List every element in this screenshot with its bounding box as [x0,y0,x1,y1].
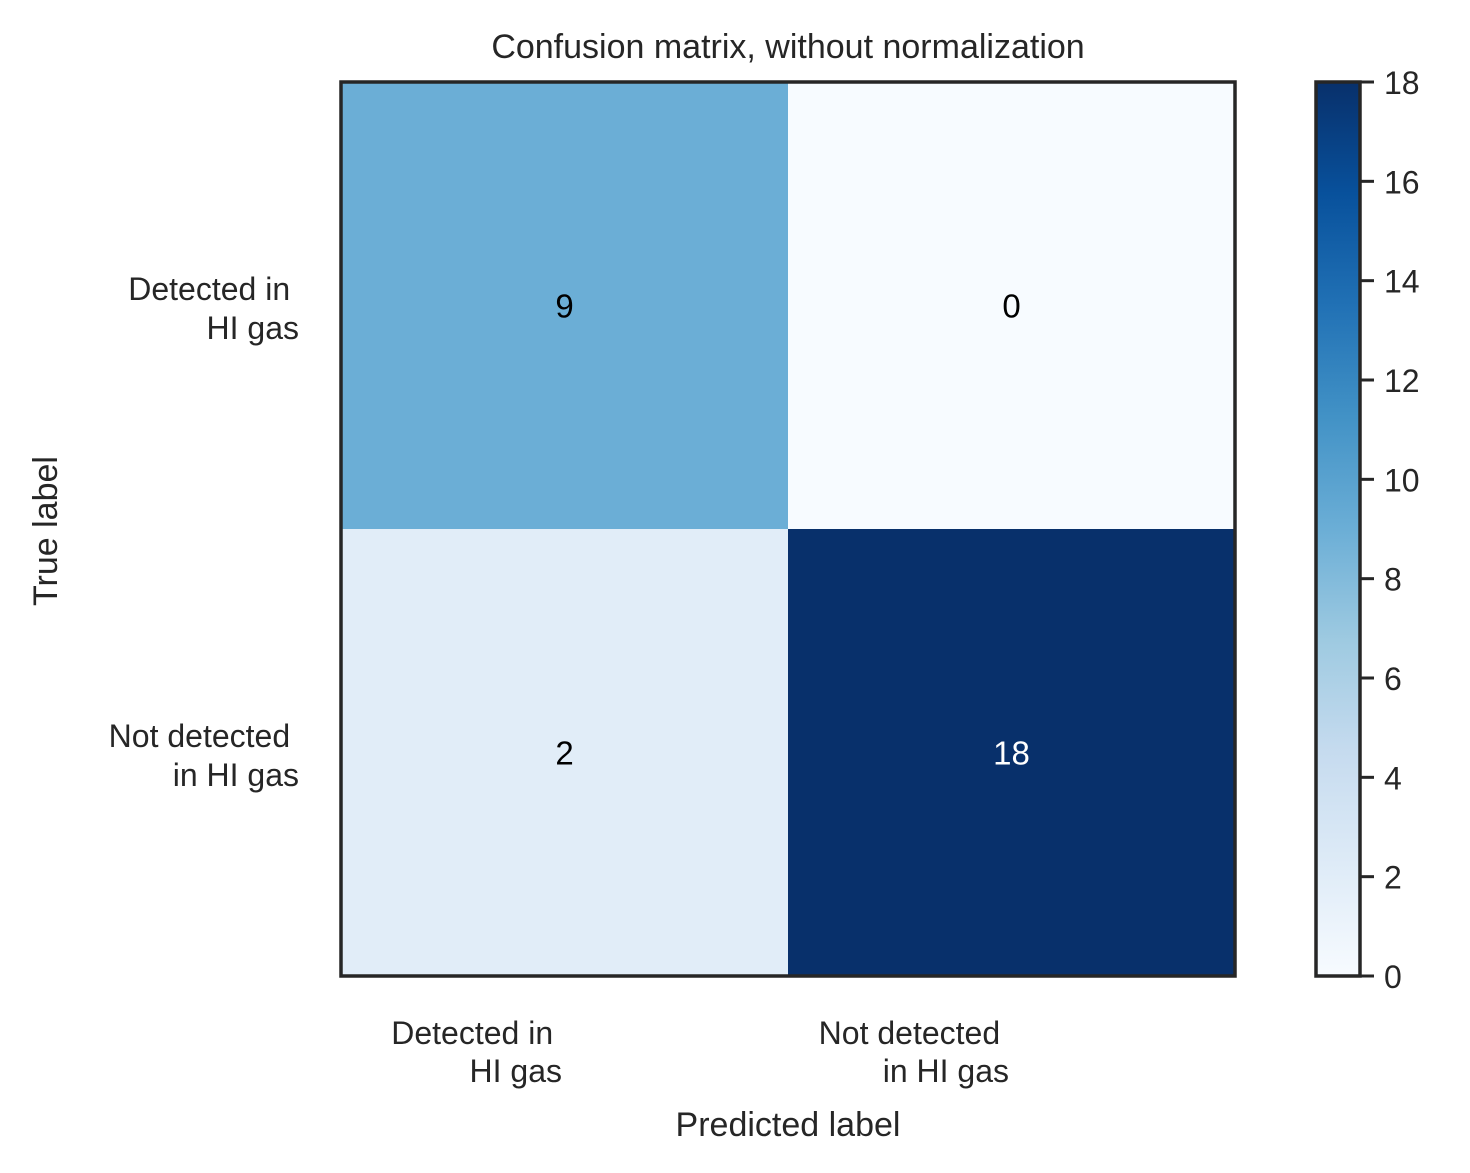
heatmap-cells [341,82,1236,977]
x-axis-label: Predicted label [676,1106,901,1144]
heatmap-cell-1-0 [341,529,789,977]
colorbar-tick-label-6: 12 [1384,363,1420,399]
heatmap-cell-0-0 [341,82,789,530]
cell-value-1-0: 2 [555,735,573,772]
colorbar-tick-label-9: 18 [1384,65,1420,101]
colorbar-tick-label-1: 2 [1384,860,1402,896]
colorbar-frame [1314,80,1362,978]
colorbar [1316,82,1360,976]
colorbar-tick-label-7: 14 [1384,264,1420,300]
axes-frame [339,80,1237,978]
colorbar-tick-label-5: 10 [1384,462,1420,498]
cell-value-1-1: 18 [993,735,1030,772]
colorbar-tick-label-8: 16 [1384,164,1420,200]
colorbar-tick-label-0: 0 [1384,959,1402,995]
colorbar-ticks: 0 2 4 6 8 10 12 14 16 18 [1360,65,1420,995]
colorbar-tick-label-2: 4 [1384,760,1402,796]
colorbar-tick-label-4: 8 [1384,562,1402,598]
heatmap-cell-0-1 [788,82,1236,530]
y-tick-label-0: Detected in HI gas [128,271,299,346]
x-tick-label-0: Detected in HI gas [391,1015,562,1089]
colorbar-tick-label-3: 6 [1384,661,1402,697]
cell-value-labels: 9 0 2 18 [555,288,1030,772]
y-tick-label-1: Not detected in HI gas [109,718,299,793]
y-axis-label: True label [27,456,65,606]
x-tick-label-1: Not detected in HI gas [819,1015,1009,1089]
chart-title: Confusion matrix, without normalization [491,28,1084,66]
cell-value-0-0: 9 [555,288,573,325]
cell-value-0-1: 0 [1002,288,1020,325]
heatmap-cell-1-1 [788,529,1236,977]
